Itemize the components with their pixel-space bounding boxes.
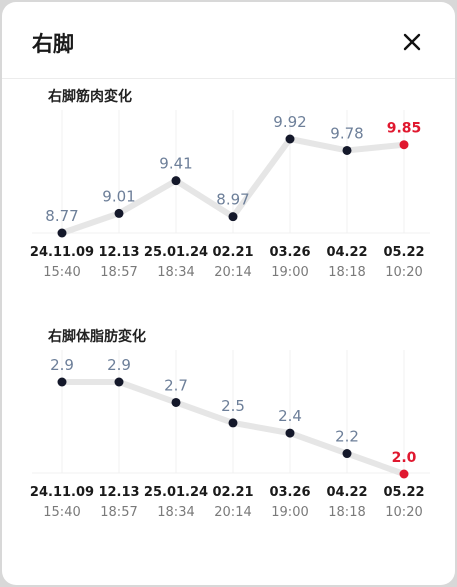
muscle-point	[57, 228, 67, 238]
fat-point	[228, 418, 238, 428]
fat-data-label: 2.0	[392, 450, 417, 466]
muscle-point	[171, 176, 181, 186]
fat-data-label: 2.2	[335, 428, 359, 446]
muscle-data-label: 9.85	[387, 121, 422, 137]
fat-tick-date: 12.13	[98, 485, 139, 500]
muscle-line-chart: 8.77 9.01 9.41 8.97 9.92 9.78 9.85 24.11.09 15:4…	[30, 110, 430, 280]
muscle-data-label: 9.01	[102, 187, 135, 205]
fat-data-label: 2.5	[221, 397, 245, 415]
fat-tick-date: 02.21	[212, 485, 253, 500]
fat-point	[285, 428, 295, 438]
fat-data-label: 2.4	[278, 407, 302, 425]
dialog-header: 右脚	[2, 2, 455, 79]
fat-tick-date: 04.22	[326, 485, 367, 500]
fat-tick-time: 18:34	[157, 505, 194, 520]
muscle-tick-date: 12.13	[98, 245, 139, 260]
muscle-data-label: 9.78	[330, 124, 363, 142]
muscle-tick-time: 18:18	[328, 265, 365, 280]
muscle-tick-date: 24.11.09	[30, 245, 94, 260]
muscle-tick-date: 03.26	[269, 245, 310, 260]
muscle-tick-date: 05.22	[383, 245, 424, 260]
fat-data-label: 2.9	[107, 356, 131, 374]
muscle-tick-time: 18:34	[157, 265, 194, 280]
fat-data-label: 2.7	[164, 376, 188, 394]
muscle-data-label: 8.97	[216, 191, 249, 209]
fat-tick-time: 20:14	[214, 505, 251, 520]
fat-point	[114, 377, 124, 387]
muscle-data-label: 9.41	[159, 155, 192, 173]
fat-line-chart: 2.9 2.9 2.7 2.5 2.4 2.2 2.0 24.11.09 15:40 12.13 1…	[30, 350, 430, 520]
fat-tick-time: 18:57	[100, 505, 137, 520]
fat-chart-title: 右脚体脂肪変化	[48, 329, 146, 345]
muscle-point	[228, 212, 238, 222]
muscle-point	[114, 208, 124, 218]
fat-data-label: 2.9	[50, 356, 74, 374]
muscle-data-label: 9.92	[273, 113, 306, 131]
muscle-tick-time: 15:40	[43, 265, 80, 280]
muscle-data-label: 8.77	[45, 207, 78, 225]
muscle-point	[342, 145, 352, 155]
fat-point	[171, 397, 181, 407]
muscle-tick-date: 25.01.24	[144, 245, 208, 260]
muscle-tick-date: 02.21	[212, 245, 253, 260]
fat-tick-time: 18:18	[328, 505, 365, 520]
fat-tick-time: 15:40	[43, 505, 80, 520]
muscle-chart-title: 右脚筋肉変化	[48, 89, 132, 105]
fat-tick-date: 24.11.09	[30, 485, 94, 500]
fat-point	[57, 377, 67, 387]
dialog-title: 右脚	[32, 32, 74, 56]
fat-point	[342, 449, 352, 459]
fat-point	[399, 469, 409, 479]
muscle-tick-time: 20:14	[214, 265, 251, 280]
muscle-tick-date: 04.22	[326, 245, 367, 260]
muscle-tick-time: 19:00	[271, 265, 308, 280]
muscle-tick-time: 18:57	[100, 265, 137, 280]
close-icon[interactable]	[398, 28, 426, 56]
muscle-point	[399, 140, 409, 150]
muscle-point	[285, 134, 295, 144]
muscle-tick-time: 10:20	[385, 265, 422, 280]
fat-tick-time: 10:20	[385, 505, 422, 520]
fat-tick-date: 25.01.24	[144, 485, 208, 500]
fat-tick-date: 03.26	[269, 485, 310, 500]
fat-tick-time: 19:00	[271, 505, 308, 520]
fat-tick-date: 05.22	[383, 485, 424, 500]
